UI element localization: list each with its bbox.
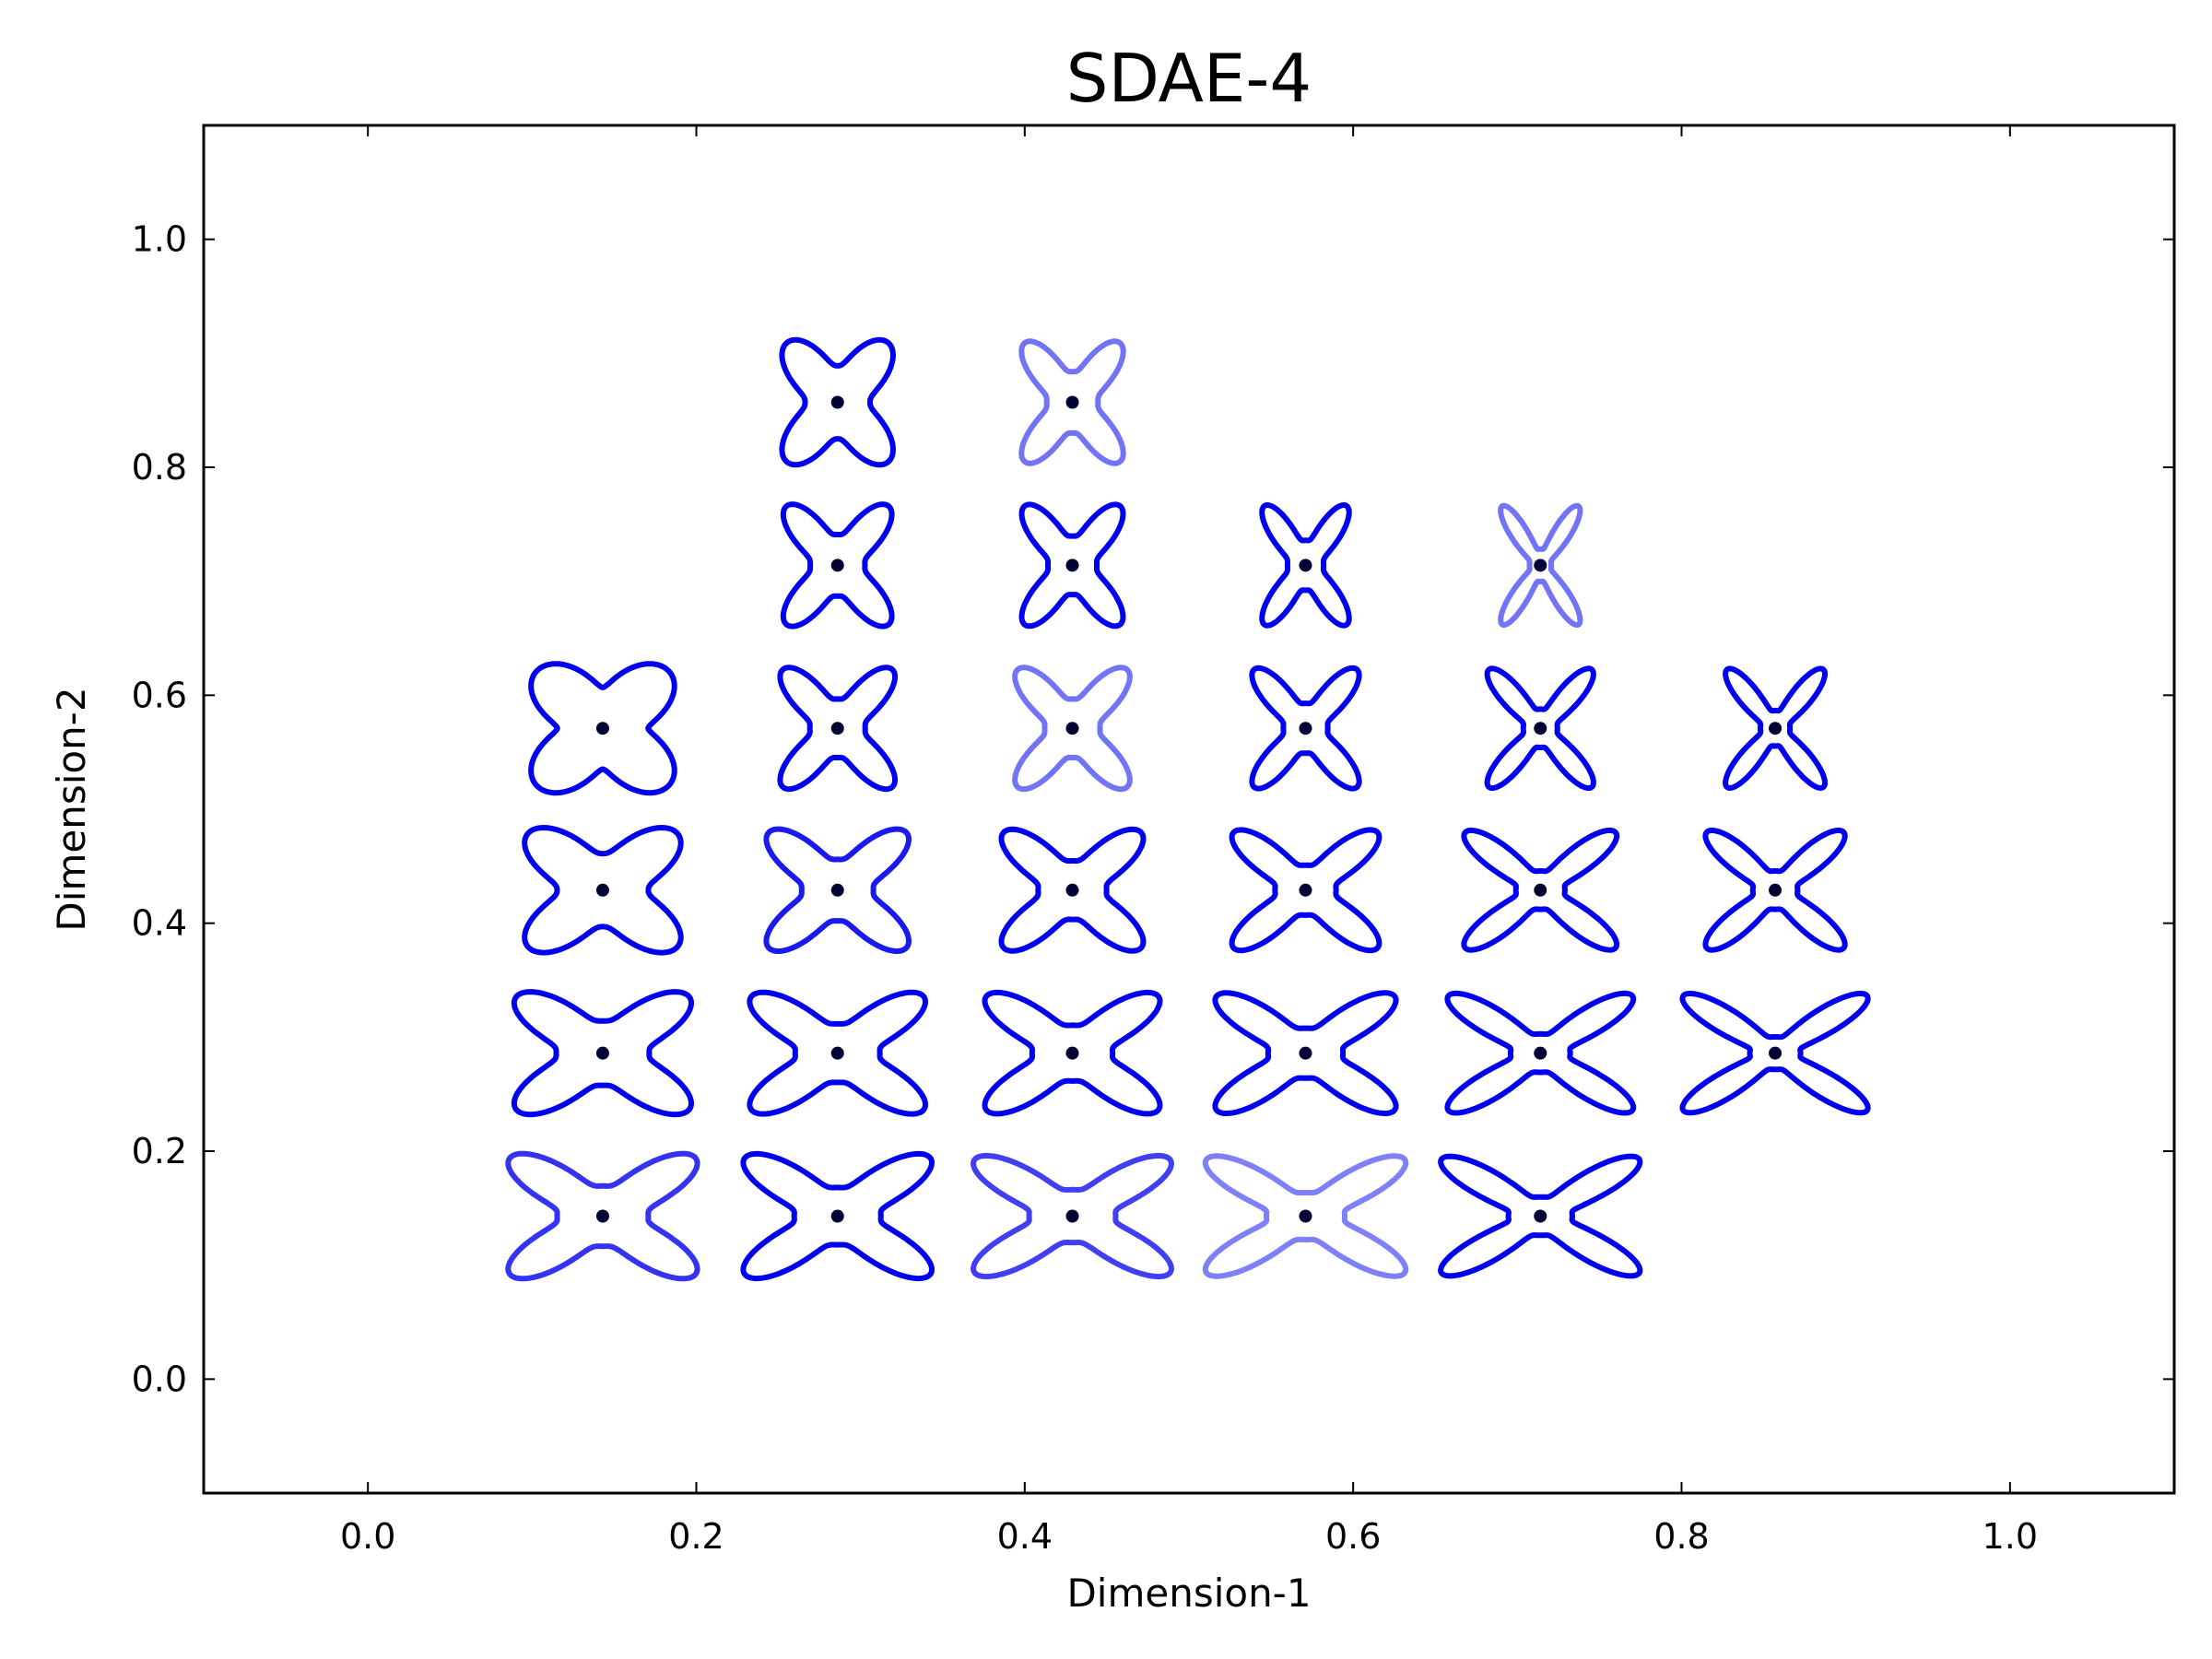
y-axis-ticks: 0.0 0.2 0.4 0.6 0.8 1.0 bbox=[132, 219, 2174, 1399]
data-point bbox=[830, 559, 844, 572]
contour-glyph bbox=[1018, 338, 1126, 466]
contour-glyph bbox=[1259, 502, 1352, 629]
data-point bbox=[1299, 1046, 1312, 1060]
contour-glyph bbox=[1229, 827, 1382, 954]
data-point bbox=[595, 1209, 609, 1223]
data-point bbox=[1534, 559, 1547, 572]
data-point bbox=[830, 722, 844, 735]
contour-glyph bbox=[982, 989, 1163, 1117]
contour-glyph bbox=[1018, 501, 1126, 629]
data-point bbox=[1065, 1046, 1079, 1060]
data-point bbox=[1065, 395, 1079, 409]
x-axis-label: Dimension-1 bbox=[1066, 1571, 1311, 1616]
contour-glyph bbox=[1249, 665, 1362, 792]
contour-glyph bbox=[1484, 665, 1596, 792]
data-point bbox=[1769, 1046, 1783, 1060]
data-point bbox=[1534, 722, 1547, 735]
contour-glyph bbox=[1444, 990, 1637, 1116]
x-axis-ticks: 0.0 0.2 0.4 0.6 0.8 1.0 bbox=[340, 125, 2038, 1557]
contour-glyph bbox=[1679, 991, 1871, 1116]
x-tick-label: 1.0 bbox=[1983, 1516, 2038, 1557]
contour-glyph bbox=[998, 826, 1147, 954]
x-tick-label: 0.8 bbox=[1653, 1516, 1709, 1557]
contour-glyph bbox=[1202, 1153, 1409, 1279]
y-tick-label: 0.6 bbox=[132, 675, 187, 715]
glyph-layer bbox=[505, 336, 1871, 1282]
y-axis-label: Dimension-2 bbox=[49, 687, 94, 931]
data-point bbox=[1299, 559, 1312, 572]
data-point bbox=[595, 883, 609, 897]
contour-glyph bbox=[763, 826, 912, 954]
contour-glyph bbox=[505, 1150, 700, 1282]
contour-glyph bbox=[779, 336, 896, 468]
y-tick-label: 0.4 bbox=[132, 903, 187, 944]
data-point bbox=[595, 1046, 609, 1060]
data-point bbox=[1065, 559, 1079, 572]
contour-glyph bbox=[971, 1152, 1174, 1280]
chart-title: SDAE-4 bbox=[1066, 40, 1312, 117]
data-point bbox=[1534, 1046, 1547, 1060]
data-point bbox=[1299, 1209, 1312, 1223]
contour-glyph bbox=[522, 825, 684, 956]
contour-glyph bbox=[747, 989, 928, 1117]
y-tick-label: 0.2 bbox=[132, 1131, 187, 1171]
contour-glyph bbox=[740, 1150, 935, 1282]
data-point bbox=[1299, 883, 1312, 897]
data-point bbox=[830, 395, 844, 409]
y-tick-label: 1.0 bbox=[132, 219, 187, 260]
plot-frame bbox=[202, 124, 2176, 1495]
contour-glyph bbox=[1723, 665, 1828, 791]
contour-glyph bbox=[511, 989, 694, 1118]
marker-layer bbox=[595, 395, 1783, 1223]
y-tick-label: 0.0 bbox=[132, 1359, 187, 1399]
contour-glyph bbox=[1461, 827, 1620, 953]
contour-glyph bbox=[780, 501, 895, 629]
contour-glyph bbox=[777, 665, 898, 793]
data-point bbox=[1769, 883, 1783, 897]
contour-glyph bbox=[1012, 665, 1133, 793]
x-tick-label: 0.0 bbox=[340, 1516, 395, 1557]
contour-glyph bbox=[528, 661, 677, 796]
contour-glyph bbox=[1212, 990, 1399, 1116]
data-point bbox=[1299, 722, 1312, 735]
data-point bbox=[830, 883, 844, 897]
y-tick-label: 0.8 bbox=[132, 447, 187, 488]
data-point bbox=[595, 722, 609, 735]
data-point bbox=[830, 1209, 844, 1223]
x-tick-label: 0.4 bbox=[997, 1516, 1053, 1557]
x-tick-label: 0.2 bbox=[668, 1516, 724, 1557]
data-point bbox=[1065, 1209, 1079, 1223]
data-point bbox=[1534, 1209, 1547, 1223]
data-point bbox=[1769, 722, 1783, 735]
data-point bbox=[1534, 883, 1547, 897]
contour-glyph bbox=[1438, 1153, 1643, 1279]
contour-glyph bbox=[1498, 502, 1583, 628]
data-point bbox=[1065, 722, 1079, 735]
contour-glyph bbox=[1702, 827, 1848, 953]
data-point bbox=[830, 1046, 844, 1060]
data-point bbox=[1065, 883, 1079, 897]
x-tick-label: 0.6 bbox=[1325, 1516, 1381, 1557]
